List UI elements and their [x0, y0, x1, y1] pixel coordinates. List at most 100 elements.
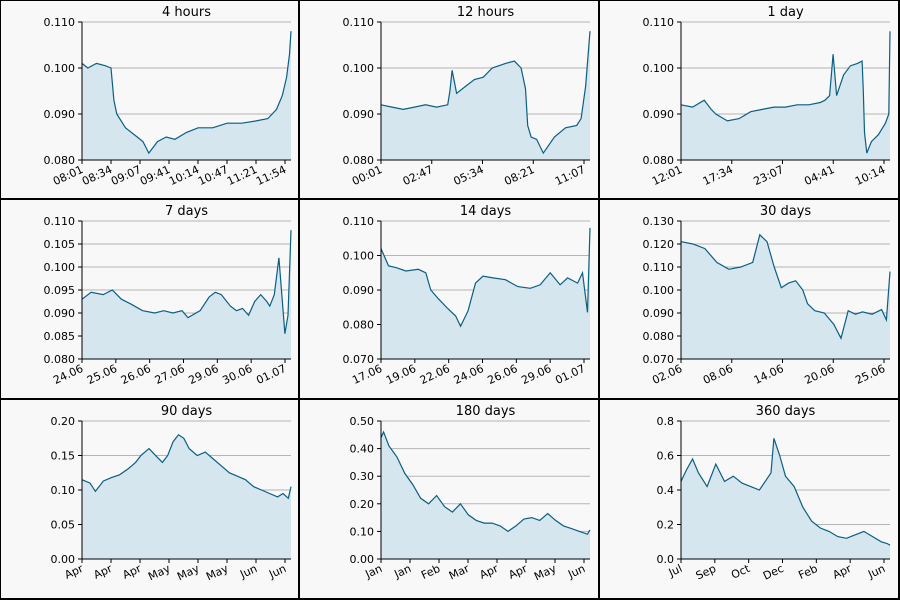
y-tick-label: 0.100: [44, 261, 76, 274]
x-tick-label: 08:21: [502, 163, 536, 188]
x-tick-label: May: [175, 562, 202, 584]
y-tick-label: 0.00: [350, 553, 375, 566]
x-tick-label: Mar: [447, 562, 472, 583]
series-area: [681, 31, 890, 161]
chart-svg: 30 days 0.070 0.080 0.090 0.100 0.110 0.120 0.1…: [643, 204, 891, 387]
y-tick-label: 0.080: [343, 154, 375, 167]
chart-panel: 12 hours 0.080 0.090 0.100 0.110 00:01 02:47 05…: [300, 0, 600, 200]
x-tick-label: Apr: [121, 562, 144, 582]
chart-title: 90 days: [161, 404, 213, 419]
y-tick-label: 0.110: [343, 215, 375, 228]
y-tick-label: 0.090: [343, 284, 375, 297]
x-tick-label: Apr: [507, 562, 530, 582]
x-tick-label: May: [204, 562, 231, 584]
x-tick-label: 10:14: [853, 163, 887, 188]
x-tick-label: Feb: [796, 562, 819, 582]
y-tick-label: 0.110: [643, 16, 675, 29]
x-tick-label: 29.06: [187, 362, 221, 387]
y-tick-label: 0.8: [657, 415, 675, 428]
x-tick-label: 26.06: [119, 362, 153, 387]
x-tick-label: 22.06: [418, 362, 452, 387]
chart-title: 12 hours: [457, 5, 514, 20]
x-tick-label: 08.06: [701, 362, 735, 387]
y-tick-label: 0.110: [643, 261, 675, 274]
series-area: [681, 438, 890, 559]
x-tick-label: Jun: [237, 562, 259, 581]
series-area: [82, 31, 291, 161]
x-tick-label: Jul: [666, 562, 684, 580]
y-tick-label: 0.120: [643, 238, 675, 251]
series-line: [680, 438, 891, 546]
x-tick-label: Apr: [478, 562, 501, 582]
x-tick-label: Jun: [865, 562, 887, 581]
y-tick-label: 0.20: [350, 498, 375, 511]
y-tick-label: 0.100: [343, 250, 375, 263]
y-tick-label: 0.105: [44, 238, 76, 251]
x-tick-label: 01.07: [254, 362, 288, 387]
chart-panel: 14 days 0.070 0.080 0.090 0.100 0.110 17.06 19.…: [300, 200, 600, 400]
series-area: [381, 432, 590, 559]
y-tick-label: 0.070: [343, 353, 375, 366]
chart-title: 30 days: [760, 204, 812, 219]
y-tick-label: 0.20: [51, 415, 76, 428]
y-tick-label: 0.070: [643, 353, 675, 366]
series-line: [380, 227, 591, 328]
x-tick-label: Oct: [729, 562, 752, 582]
x-tick-label: May: [532, 562, 559, 584]
y-tick-label: 0.095: [44, 284, 76, 297]
y-tick-label: 0.30: [350, 470, 375, 483]
x-tick-label: 20.06: [802, 362, 836, 387]
y-tick-label: 0.100: [343, 62, 375, 75]
x-tick-label: Dec: [761, 562, 786, 583]
y-tick-label: 0.100: [44, 62, 76, 75]
x-tick-label: Jan: [391, 562, 413, 581]
x-tick-label: 04:41: [802, 163, 836, 188]
x-tick-label: 05:34: [452, 163, 486, 188]
y-tick-label: 0.40: [350, 443, 375, 456]
series-line: [380, 430, 591, 535]
y-tick-label: 0.080: [44, 353, 76, 366]
y-tick-label: 0.090: [44, 307, 76, 320]
x-tick-label: 25.06: [85, 362, 119, 387]
x-tick-label: May: [146, 562, 173, 584]
chart-svg: 4 hours0.0800.0900.1000.11008:0108:3409:…: [44, 5, 292, 188]
y-tick-label: 0.0: [657, 553, 675, 566]
x-tick-label: 29.06: [519, 362, 553, 387]
chart-title: 7 days: [165, 204, 208, 219]
y-tick-label: 0.090: [44, 108, 76, 121]
y-tick-label: 0.100: [643, 284, 675, 297]
x-tick-label: 11:07: [553, 163, 587, 188]
y-tick-label: 0.2: [657, 519, 675, 532]
x-tick-label: 27.06: [153, 362, 187, 387]
chart-title: 1 day: [767, 5, 804, 20]
chart-panel: 30 days 0.070 0.080 0.090 0.100 0.110 0.120 0.1…: [600, 200, 900, 400]
chart-title: 360 days: [756, 404, 816, 419]
chart-title: 180 days: [456, 404, 516, 419]
chart-panel: 7 days 0.080 0.085 0.090 0.095 0.100 0.105 0.11…: [0, 200, 300, 400]
chart-panel: 360 days 0.0 0.2 0.4 0.6 0.8 Jul Sep Oct Dec Feb Ap…: [600, 400, 900, 600]
y-tick-label: 0.110: [44, 16, 76, 29]
x-tick-label: Apr: [92, 562, 115, 582]
x-tick-label: 14.06: [752, 362, 786, 387]
y-tick-label: 0.080: [44, 154, 76, 167]
y-tick-label: 0.080: [643, 154, 675, 167]
x-tick-label: 17:34: [701, 163, 735, 188]
chart-svg: 7 days 0.080 0.085 0.090 0.095 0.100 0.105 0.11…: [44, 204, 292, 387]
series-line: [680, 31, 891, 154]
y-tick-label: 0.090: [643, 307, 675, 320]
x-tick-label: 01.07: [553, 362, 587, 387]
y-tick-label: 0.10: [350, 525, 375, 538]
series-line: [81, 433, 292, 500]
series-area: [381, 227, 590, 359]
series-area: [681, 234, 890, 359]
y-tick-label: 0.00: [51, 553, 76, 566]
chart-panel: 1 day 0.080 0.090 0.100 0.110 12:01 17:34 23:07…: [600, 0, 900, 200]
series-line: [81, 230, 292, 334]
x-tick-label: 26.06: [486, 362, 520, 387]
y-tick-label: 0.080: [643, 330, 675, 343]
